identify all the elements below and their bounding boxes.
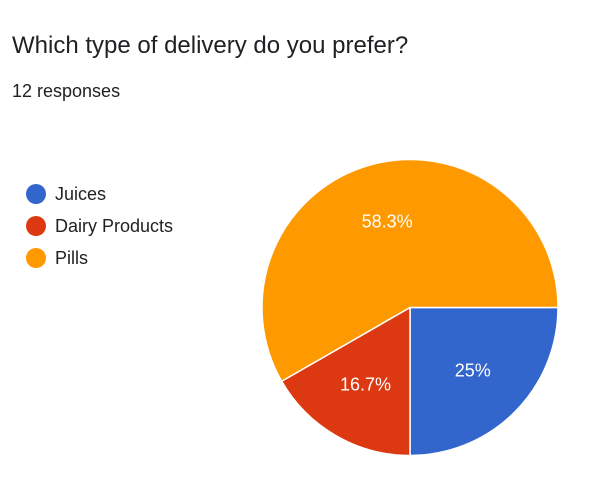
- pie-labels: 25% 16.7% 58.3%: [340, 212, 491, 395]
- chart-legend: Juices Dairy Products Pills: [26, 178, 173, 274]
- pie-slice-juices[interactable]: [409, 306, 559, 457]
- legend-swatch-juices: [26, 184, 46, 204]
- legend-item-pills[interactable]: Pills: [26, 242, 173, 274]
- question-title: Which type of delivery do you prefer?: [12, 32, 409, 59]
- legend-label-dairy-products: Dairy Products: [55, 215, 174, 236]
- response-count: 12 responses: [12, 81, 121, 101]
- pie-label-dairy-products: 16.7%: [340, 374, 391, 394]
- legend-swatch-dairy-products: [26, 216, 46, 236]
- legend-item-dairy-products[interactable]: Dairy Products: [26, 210, 173, 242]
- pie-slice-pills[interactable]: [261, 158, 559, 383]
- legend-label-pills: Pills: [55, 247, 89, 268]
- legend-label-juices: Juices: [55, 183, 107, 204]
- pie-label-juices: 25%: [455, 360, 491, 380]
- legend-item-juices[interactable]: Juices: [26, 178, 173, 210]
- pie-slice-dairy-products[interactable]: [280, 306, 411, 457]
- pie-slices: [261, 158, 559, 457]
- pie-label-pills: 58.3%: [362, 212, 413, 232]
- legend-swatch-pills: [26, 248, 46, 268]
